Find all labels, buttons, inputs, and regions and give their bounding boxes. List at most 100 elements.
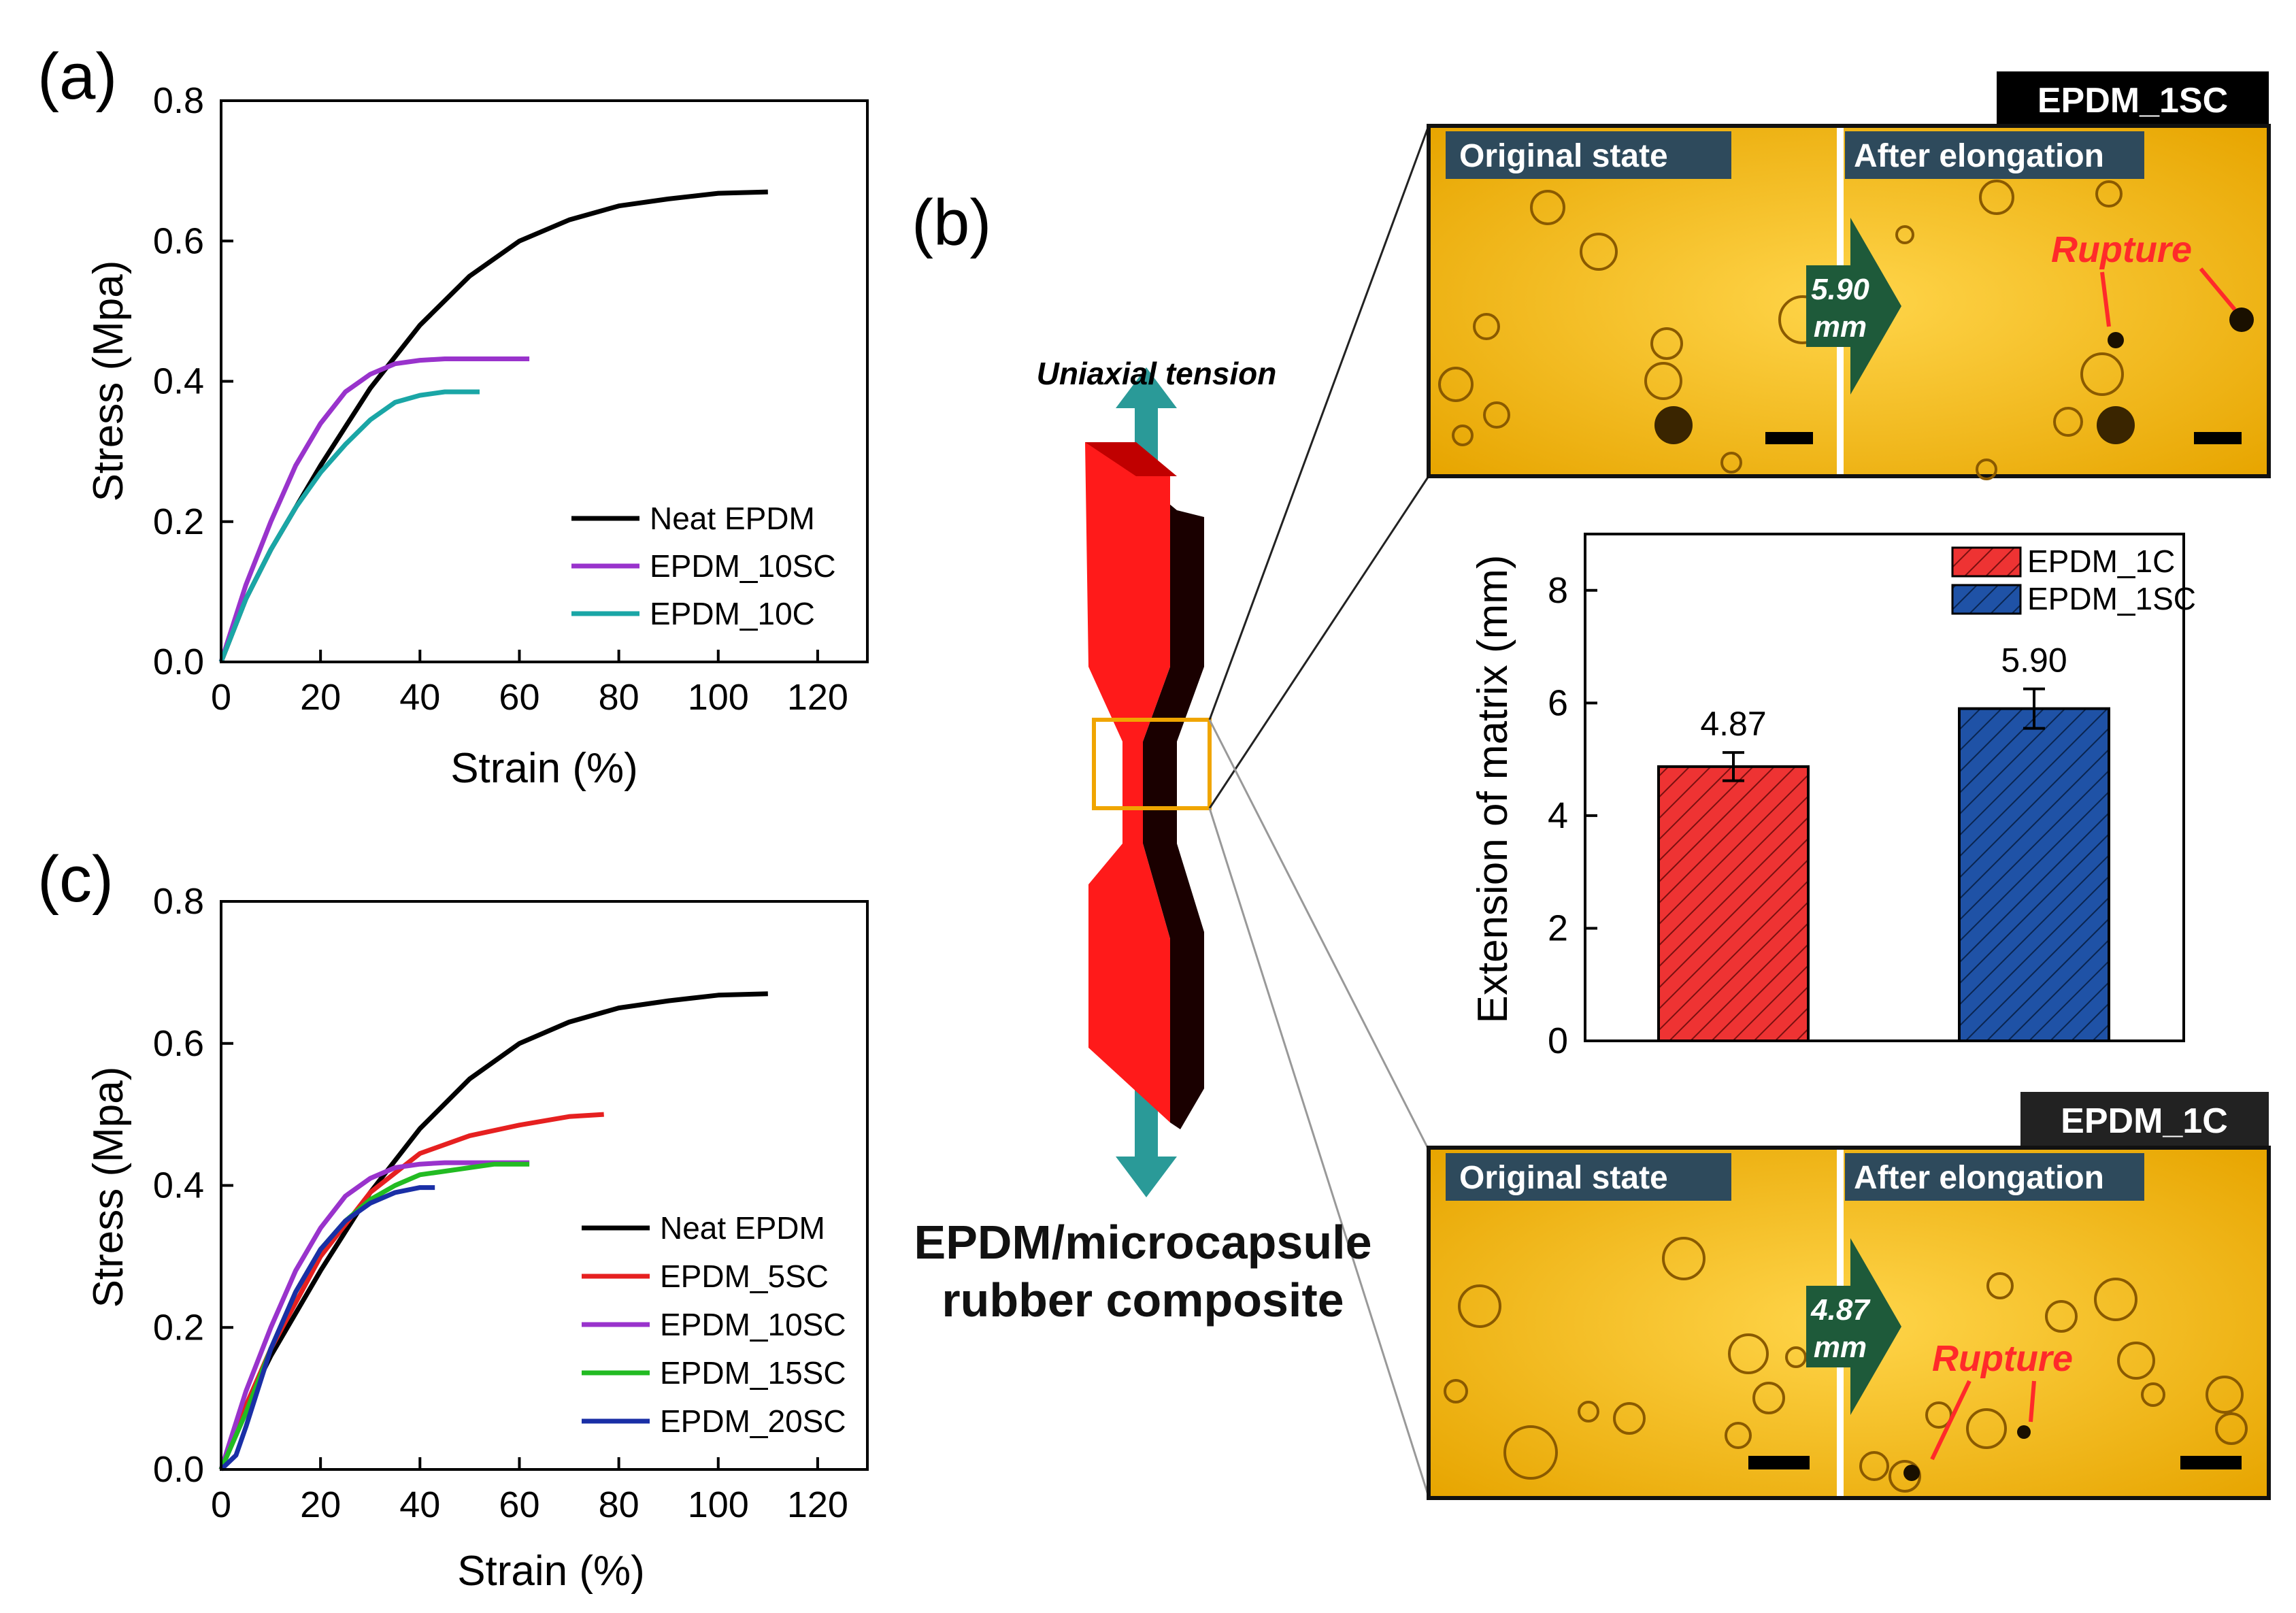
bar-ytick-label: 0: [1548, 1020, 1568, 1061]
bar-ytick-label: 6: [1548, 682, 1568, 723]
chart-a-ylabel: Stress (Mpa): [85, 261, 132, 502]
micrograph-top-bubbles: [1438, 180, 2124, 480]
chart-a-legend-label: Neat EPDM: [650, 501, 815, 536]
caption-line1: EPDM/microcapsule: [914, 1216, 1372, 1269]
chart-a: 0 20 40 60 80 100 120 0.0 0.2 0.4 0.6 0.8 Strain (%…: [85, 80, 869, 792]
bar-value-label: 5.90: [2001, 642, 2067, 680]
specimen-front: [1085, 442, 1170, 1123]
bar-epdm-1c: [1657, 765, 1810, 1042]
chart-c-series-epdm-10sc: [218, 1160, 530, 1471]
chart-c-series-epdm-15sc: [218, 1161, 530, 1471]
chart-c-xtick-label: 60: [499, 1484, 539, 1525]
chart-c-xtick-label: 80: [599, 1484, 639, 1525]
bar-epdm-1sc: [1958, 707, 2110, 1042]
chart-c-legend-label: EPDM_5SC: [660, 1259, 829, 1294]
panel-label-c: (c): [37, 843, 114, 916]
micrograph-top-banner: EPDM_1SC: [2037, 81, 2228, 120]
micrograph-bottom-scalebar-right: [2180, 1456, 2242, 1469]
chart-c-legend-label: EPDM_10SC: [660, 1307, 846, 1342]
micrograph-bottom: EPDM_1C Original state After elongation …: [1427, 1092, 2271, 1500]
connector-bottom-1: [1208, 719, 1430, 1150]
chart-a-xtick-label: 100: [688, 677, 749, 718]
micrograph-bottom-rupture-label: Rupture: [1932, 1338, 2073, 1379]
chart-a-xtick-label: 20: [300, 677, 341, 718]
micrograph-bottom-rupture-a: [1903, 1465, 1920, 1481]
micrograph-bottom-rupture-b: [2017, 1425, 2031, 1439]
chart-a-series-epdm-10c: [218, 389, 480, 663]
micrograph-bottom-left-label: Original state: [1459, 1160, 1668, 1196]
chart-c-series-epdm-20sc: [219, 1185, 435, 1471]
chart-c-ytick-label: 0.4: [153, 1165, 204, 1206]
bar-legend-swatch: [1951, 584, 2022, 615]
chart-a-ytick-label: 0.2: [153, 501, 204, 542]
chart-a-ytick-label: 0.6: [153, 220, 204, 261]
micrograph-bottom-bubbles: [1444, 1237, 2248, 1493]
micrograph-top-arrow-value: 5.90: [1811, 273, 1869, 306]
chart-a-legend-label: EPDM_10C: [650, 596, 815, 631]
micrograph-top: EPDM_1SC Original state After elongation…: [1427, 71, 2271, 480]
chart-a-series-neat-epdm: [218, 189, 768, 663]
micrograph-bottom-arrow-unit: mm: [1814, 1331, 1867, 1364]
specimen-side: [1136, 476, 1204, 1129]
chart-c-xtick-label: 0: [211, 1484, 231, 1525]
micrograph-top-rupture-arrow-2: [2199, 267, 2237, 311]
bar-ytick-label: 4: [1548, 795, 1568, 836]
chart-c-xtick-label: 40: [399, 1484, 440, 1525]
chart-a-xtick-label: 60: [499, 677, 539, 718]
chart-c-xtick-label: 100: [688, 1484, 749, 1525]
chart-a-xlabel: Strain (%): [450, 745, 638, 792]
connector-top-2: [1208, 476, 1430, 809]
micrograph-top-rupture-a: [2108, 332, 2124, 348]
chart-c-legend-label: EPDM_20SC: [660, 1403, 846, 1439]
micrograph-bottom-arrow: [1806, 1238, 1901, 1415]
caption-line2: rubber composite: [942, 1274, 1344, 1327]
micrograph-top-arrow-unit: mm: [1814, 310, 1867, 344]
micrograph-bottom-right-label: After elongation: [1854, 1160, 2104, 1196]
micrograph-top-rupture-label: Rupture: [2051, 229, 2192, 270]
chart-a-xtick-label: 120: [787, 677, 848, 718]
micrograph-top-right-label: After elongation: [1854, 138, 2104, 174]
chart-a-ytick-label: 0.0: [153, 642, 204, 682]
micrograph-bottom-banner-bg: [2020, 1092, 2269, 1148]
chart-c-ytick-label: 0.8: [153, 881, 204, 922]
micrograph-top-dark-bubble-left: [1654, 406, 1693, 444]
chart-a-ytick-label: 0.8: [153, 80, 204, 121]
chart-c-legend-label: Neat EPDM: [660, 1210, 825, 1246]
micrograph-bottom-rupture-arrow-1: [1930, 1380, 1971, 1461]
tension-arrow-up-head: [1116, 367, 1177, 408]
micrograph-top-banner-bg: [1997, 71, 2269, 127]
micrograph-bottom-rupture-arrow-2: [2029, 1380, 2036, 1423]
micrograph-bottom-left-label-bg: [1446, 1153, 1731, 1201]
chart-c-ytick-label: 0.0: [153, 1449, 204, 1490]
tension-arrow-down-head: [1116, 1157, 1177, 1197]
bar-legend-label: EPDM_1C: [2027, 544, 2175, 579]
micrograph-top-rupture-arrow-1: [2100, 271, 2111, 327]
chart-c-ytick-label: 0.6: [153, 1023, 204, 1064]
specimen-top: [1085, 442, 1177, 476]
micrograph-top-dark-bubble-right: [2097, 406, 2135, 444]
bar-chart-ylabel: Extension of matrix (mm): [1469, 554, 1516, 1023]
specimen-diagram: Uniaxial tension EPDM/microcapsule rubbe…: [914, 125, 1430, 1497]
micrograph-bottom-right-label-bg: [1845, 1153, 2144, 1201]
chart-c-xtick-label: 120: [787, 1484, 848, 1525]
chart-c-ylabel: Stress (Mpa): [85, 1067, 132, 1308]
chart-a-ytick-label: 0.4: [153, 361, 204, 402]
micrograph-top-left-label-bg: [1446, 131, 1731, 179]
chart-a-xtick-label: 80: [599, 677, 639, 718]
chart-c-legend-label: EPDM_15SC: [660, 1355, 846, 1391]
micrograph-top-scalebar-right: [2194, 432, 2242, 444]
bar-legend-swatch: [1951, 546, 2022, 578]
bar-legend-label: EPDM_1SC: [2027, 581, 2196, 616]
micrograph-bottom-arrow-value: 4.87: [1810, 1293, 1871, 1327]
chart-c-ytick-label: 0.2: [153, 1307, 204, 1348]
micrograph-top-right-label-bg: [1845, 131, 2144, 179]
bar-chart-frame: [1584, 533, 2185, 1042]
micrograph-top-rupture-b: [2229, 307, 2254, 332]
micrograph-top-left-label: Original state: [1459, 138, 1668, 174]
chart-a-series-epdm-10sc: [218, 356, 530, 663]
micrograph-top-arrow: [1806, 218, 1901, 395]
chart-c-series-epdm-5sc: [218, 1112, 604, 1471]
micrograph-bottom-scalebar-left: [1748, 1456, 1810, 1469]
bar-ytick-label: 8: [1548, 570, 1568, 611]
